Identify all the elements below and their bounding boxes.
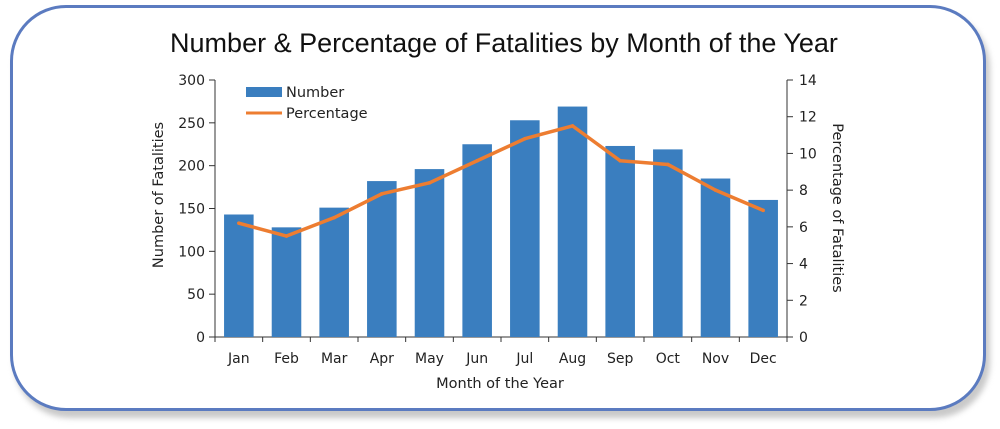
x-tick-label: Jun [465, 351, 488, 367]
bar-jul [510, 120, 540, 337]
bar-mar [319, 207, 349, 337]
bar-jun [462, 144, 492, 337]
percentage-point-apr [380, 192, 384, 196]
x-tick-label: Jul [515, 351, 533, 367]
chart-frame [10, 5, 986, 411]
bar-apr [367, 181, 397, 337]
bar-dec [748, 199, 778, 337]
y-axis-label: Number of Fatalities [151, 122, 167, 268]
y2-tick-label: 10 [799, 146, 817, 162]
y2-tick-label: 6 [799, 220, 808, 236]
y2-tick-label: 14 [799, 73, 817, 89]
bar-feb [271, 227, 302, 337]
percentage-point-oct [666, 162, 670, 167]
bar-aug [557, 106, 588, 337]
plot-area: 0 50 100 150 200 250 300 0 2 4 6 8 10 12 14 Jan Feb Mar Ap… [178, 73, 817, 367]
y-tick-label: 150 [178, 202, 205, 218]
x-tick-label: Mar [321, 351, 348, 367]
y2-tick-label: 4 [799, 257, 808, 273]
x-tick-label: May [415, 351, 444, 367]
percentage-point-nov [713, 188, 718, 192]
bar-sep [605, 145, 635, 337]
y-tick-label: 50 [187, 287, 205, 303]
y2-axis-label: Percentage of Fatalities [829, 123, 845, 292]
bar-may [414, 169, 445, 337]
bar-oct [653, 149, 683, 337]
percentage-point-aug [570, 124, 575, 128]
y2-tick-label: 8 [799, 183, 808, 199]
x-tick-label: Sep [607, 351, 634, 367]
x-tick-label: Oct [656, 351, 681, 367]
chart-title: Number & Percentage of Fatalities by Mon… [170, 28, 838, 58]
legend-number-label: Number [286, 85, 344, 101]
y-tick-label: 300 [178, 73, 205, 89]
bar-jan [224, 214, 254, 337]
x-tick-label: Nov [702, 351, 729, 367]
bar-nov [700, 178, 731, 337]
percentage-point-jan [237, 221, 241, 225]
percentage-point-may [427, 181, 432, 185]
x-axis-label: Month of the Year [436, 376, 564, 392]
y-tick-label: 250 [178, 116, 205, 132]
y2-tick-label: 2 [799, 293, 808, 309]
x-tick-label: Jan [227, 351, 250, 367]
legend-percentage-label: Percentage [286, 106, 368, 122]
percentage-point-dec [761, 208, 765, 213]
percentage-point-feb [284, 234, 289, 238]
y-tick-label: 200 [178, 159, 205, 175]
x-tick-label: Dec [750, 351, 777, 367]
percentage-point-jun [475, 158, 479, 163]
y2-tick-label: 0 [799, 330, 808, 346]
legend: Number Percentage [246, 85, 368, 122]
x-tick-label: Aug [559, 351, 586, 367]
percentage-point-jul [523, 136, 527, 141]
y-tick-label: 0 [196, 330, 205, 346]
legend-number-swatch [246, 87, 282, 97]
percentage-point-mar [332, 215, 336, 220]
y2-tick-label: 12 [799, 110, 817, 126]
y-tick-label: 100 [178, 244, 205, 260]
percentage-point-sep [618, 158, 622, 163]
x-tick-label: Apr [370, 351, 394, 367]
x-tick-label: Feb [274, 351, 299, 367]
percentage-line [238, 124, 764, 238]
